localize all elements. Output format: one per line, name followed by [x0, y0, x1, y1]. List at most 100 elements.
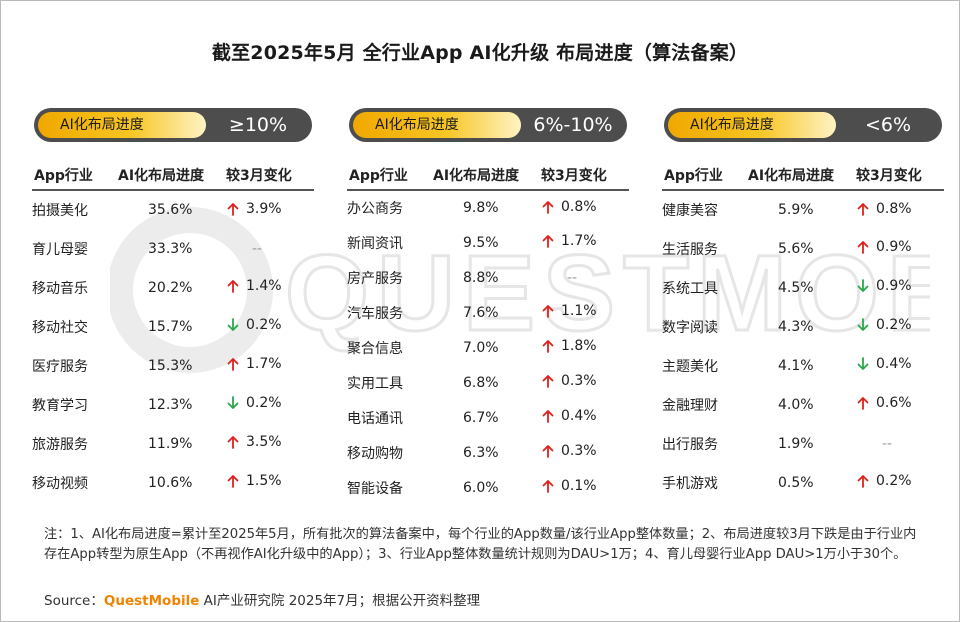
industry-name: 电话通讯: [347, 410, 403, 427]
change-value-wrap: 1.4%: [226, 278, 282, 294]
change-value-wrap: 0.2%: [226, 317, 282, 333]
progress-table: App行业 AI化布局进度 较3月变化 拍摄美化 35.6% 3.9% 育儿母婴 33.3% -…: [32, 160, 314, 502]
change-value-wrap: 0.4%: [856, 356, 912, 372]
arrow-up-icon: [542, 375, 554, 388]
arrow-up-icon: [542, 200, 554, 214]
table-row: 旅游服务 11.9% 3.5%: [32, 424, 314, 463]
change-value-wrap: 0.2%: [856, 317, 912, 333]
progress-value: 0.5%: [778, 474, 814, 491]
arrow-up-icon: [227, 202, 239, 216]
progress-value: 33.3%: [148, 240, 193, 257]
change-value: 3.9%: [246, 200, 282, 217]
progress-value: 6.0%: [463, 479, 499, 496]
industry-name: 生活服务: [662, 241, 718, 258]
industry-name: 旅游服务: [32, 436, 88, 453]
industry-name: 系统工具: [662, 280, 718, 297]
column-header: App行业: [347, 160, 431, 191]
industry-name: 移动购物: [347, 445, 403, 462]
change-cell: 0.8%: [541, 190, 629, 225]
arrow-down-icon: [227, 396, 239, 409]
table-header-row: App行业 AI化布局进度 较3月变化: [662, 160, 944, 191]
column-header: App行业: [32, 160, 116, 191]
progress-value: 4.0%: [778, 396, 814, 413]
table-row: 育儿母婴 33.3% --: [32, 229, 314, 268]
change-cell: 0.2%: [226, 307, 314, 346]
progress-value: 15.3%: [148, 357, 193, 374]
progress-value: 15.7%: [148, 318, 193, 335]
column-header: AI化布局进度: [746, 160, 856, 191]
change-value-wrap: 0.4%: [541, 408, 597, 424]
change-value-wrap: 1.5%: [226, 473, 282, 489]
table-row: 电话通讯 6.7% 0.4%: [347, 400, 629, 435]
column-header: 较3月变化: [856, 160, 944, 191]
change-value: 0.2%: [246, 395, 282, 411]
change-value: 0.4%: [561, 408, 597, 424]
progress-value: 6.8%: [463, 374, 499, 391]
range-badge: AI化布局进度 ≥10%: [34, 108, 312, 142]
industry-name: 移动视频: [32, 475, 88, 492]
change-cell: 1.7%: [226, 346, 314, 385]
range-badge: AI化布局进度 <6%: [664, 108, 942, 142]
industry-name: 数字阅读: [662, 319, 718, 336]
change-value-wrap: 3.5%: [226, 434, 282, 450]
range-badge: AI化布局进度 6%-10%: [349, 108, 627, 142]
change-value: 0.9%: [876, 239, 912, 255]
industry-name: 健康美容: [662, 203, 718, 219]
arrow-up-icon: [857, 202, 869, 216]
change-cell: 1.8%: [541, 330, 629, 365]
arrow-up-icon: [227, 358, 239, 371]
progress-value: 11.9%: [148, 435, 193, 452]
change-value-wrap: 0.6%: [856, 395, 912, 411]
industry-name: 实用工具: [347, 375, 403, 392]
progress-value: 20.2%: [148, 279, 193, 296]
progress-value: 1.9%: [778, 435, 814, 452]
industry-name: 主题美化: [662, 358, 718, 375]
change-cell: 0.2%: [856, 463, 944, 502]
table-row: 生活服务 5.6% 0.9%: [662, 229, 944, 268]
progress-value: 9.8%: [463, 200, 499, 216]
industry-name: 拍摄美化: [32, 203, 88, 219]
change-value: 0.2%: [246, 317, 282, 333]
change-cell: 0.4%: [541, 400, 629, 435]
progress-value: 4.5%: [778, 279, 814, 296]
table-row: 房产服务 8.8% --: [347, 260, 629, 295]
column-header: AI化布局进度: [431, 160, 541, 191]
change-value-wrap: 0.3%: [541, 373, 597, 389]
table-row: 汽车服务 7.6% 1.1%: [347, 295, 629, 330]
table-row: 智能设备 6.0% 0.1%: [347, 470, 629, 505]
progress-value: 4.3%: [778, 318, 814, 335]
column-header: AI化布局进度: [116, 160, 226, 191]
change-value: 1.5%: [246, 473, 282, 489]
table-row: 移动社交 15.7% 0.2%: [32, 307, 314, 346]
table-row: 新闻资讯 9.5% 1.7%: [347, 225, 629, 260]
change-value: 0.2%: [876, 317, 912, 333]
table-row: 移动音乐 20.2% 1.4%: [32, 268, 314, 307]
change-cell: 1.4%: [226, 268, 314, 307]
change-value-wrap: 0.1%: [541, 478, 597, 494]
change-value-wrap: 1.8%: [541, 338, 597, 354]
progress-value: 10.6%: [148, 474, 193, 491]
change-value-wrap: 1.1%: [541, 303, 597, 319]
change-cell: --: [856, 424, 944, 463]
table-row: 聚合信息 7.0% 1.8%: [347, 330, 629, 365]
change-cell: --: [541, 260, 629, 295]
arrow-up-icon: [542, 480, 554, 493]
change-value-wrap: 0.2%: [226, 395, 282, 411]
table-row: 医疗服务 15.3% 1.7%: [32, 346, 314, 385]
change-value: 0.2%: [876, 473, 912, 489]
change-value: 0.8%: [876, 200, 912, 217]
panel-1: AI化布局进度 ≥10% App行业 AI化布局进度 较3月变化 拍摄美化 35.6% 3.9…: [32, 108, 314, 502]
industry-name: 金融理财: [662, 397, 718, 414]
change-cell: 0.4%: [856, 346, 944, 385]
change-value-wrap: 0.9%: [856, 239, 912, 255]
arrow-down-icon: [857, 357, 869, 370]
arrow-up-icon: [857, 397, 869, 410]
arrow-up-icon: [542, 340, 554, 353]
footnote: 注：1、AI化布局进度=累计至2025年5月，所有批次的算法备案中，每个行业的A…: [44, 527, 917, 562]
industry-name: 新闻资讯: [347, 235, 403, 252]
change-cell: 3.5%: [226, 424, 314, 463]
change-value-wrap: 0.3%: [541, 443, 597, 459]
table-row: 系统工具 4.5% 0.9%: [662, 268, 944, 307]
table-row: 移动视频 10.6% 1.5%: [32, 463, 314, 502]
change-cell: 0.2%: [856, 307, 944, 346]
